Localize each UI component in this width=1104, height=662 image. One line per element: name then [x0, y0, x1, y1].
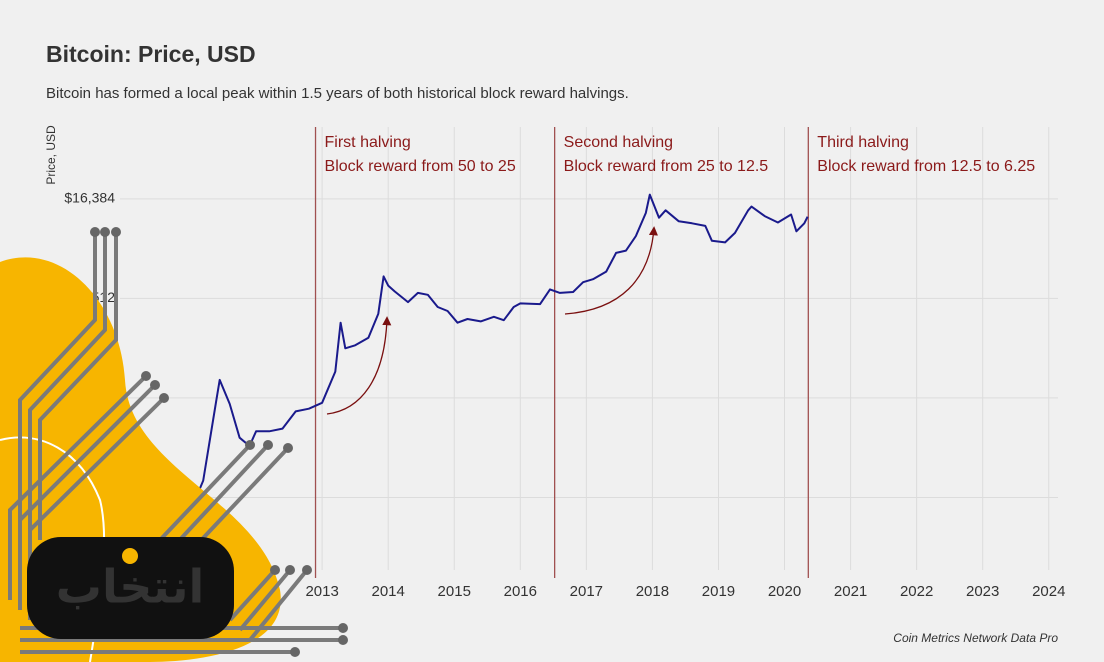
x-tick-label: 2015	[438, 583, 471, 600]
logo-coin	[122, 548, 138, 564]
halving-subtitle: Block reward from 25 to 12.5	[564, 158, 769, 175]
arrow	[326, 316, 392, 415]
y-tick-label: $16,384	[64, 190, 115, 206]
x-tick-label: 2021	[834, 583, 867, 600]
x-tick-label: 2020	[768, 583, 801, 600]
x-tick-label: 2014	[372, 583, 405, 600]
halving-subtitle: Block reward from 12.5 to 6.25	[817, 158, 1035, 175]
x-tick-label: 2018	[636, 583, 669, 600]
x-tick-label: 2013	[305, 583, 338, 600]
plot-area: $16,384$512$16$0.52013201420152016201720…	[64, 127, 1065, 600]
circuit-dots	[90, 227, 348, 657]
circuit-lines	[8, 232, 343, 654]
logo-text: انتخاب	[56, 560, 204, 614]
logo-overlay: انتخاب	[0, 227, 348, 662]
x-tick-label: 2016	[504, 583, 537, 600]
halving-subtitle: Block reward from 50 to 25	[325, 158, 516, 175]
halving-title: Second halving	[564, 134, 673, 151]
halving-title: First halving	[325, 134, 411, 151]
x-tick-label: 2024	[1032, 583, 1065, 600]
x-tick-label: 2023	[966, 583, 999, 600]
x-tick-label: 2017	[570, 583, 603, 600]
chart-subtitle: Bitcoin has formed a local peak within 1…	[46, 85, 629, 102]
halving-title: Third halving	[817, 134, 909, 151]
logo-box	[27, 537, 234, 639]
y-axis-label: Price, USD	[44, 125, 58, 185]
source: Coin Metrics Network Data Pro	[893, 631, 1058, 645]
arrow	[564, 226, 658, 315]
price-line	[162, 193, 809, 555]
x-tick-label: 2022	[900, 583, 933, 600]
x-tick-label: 2019	[702, 583, 735, 600]
chart-title: Bitcoin: Price, USD	[46, 41, 256, 67]
